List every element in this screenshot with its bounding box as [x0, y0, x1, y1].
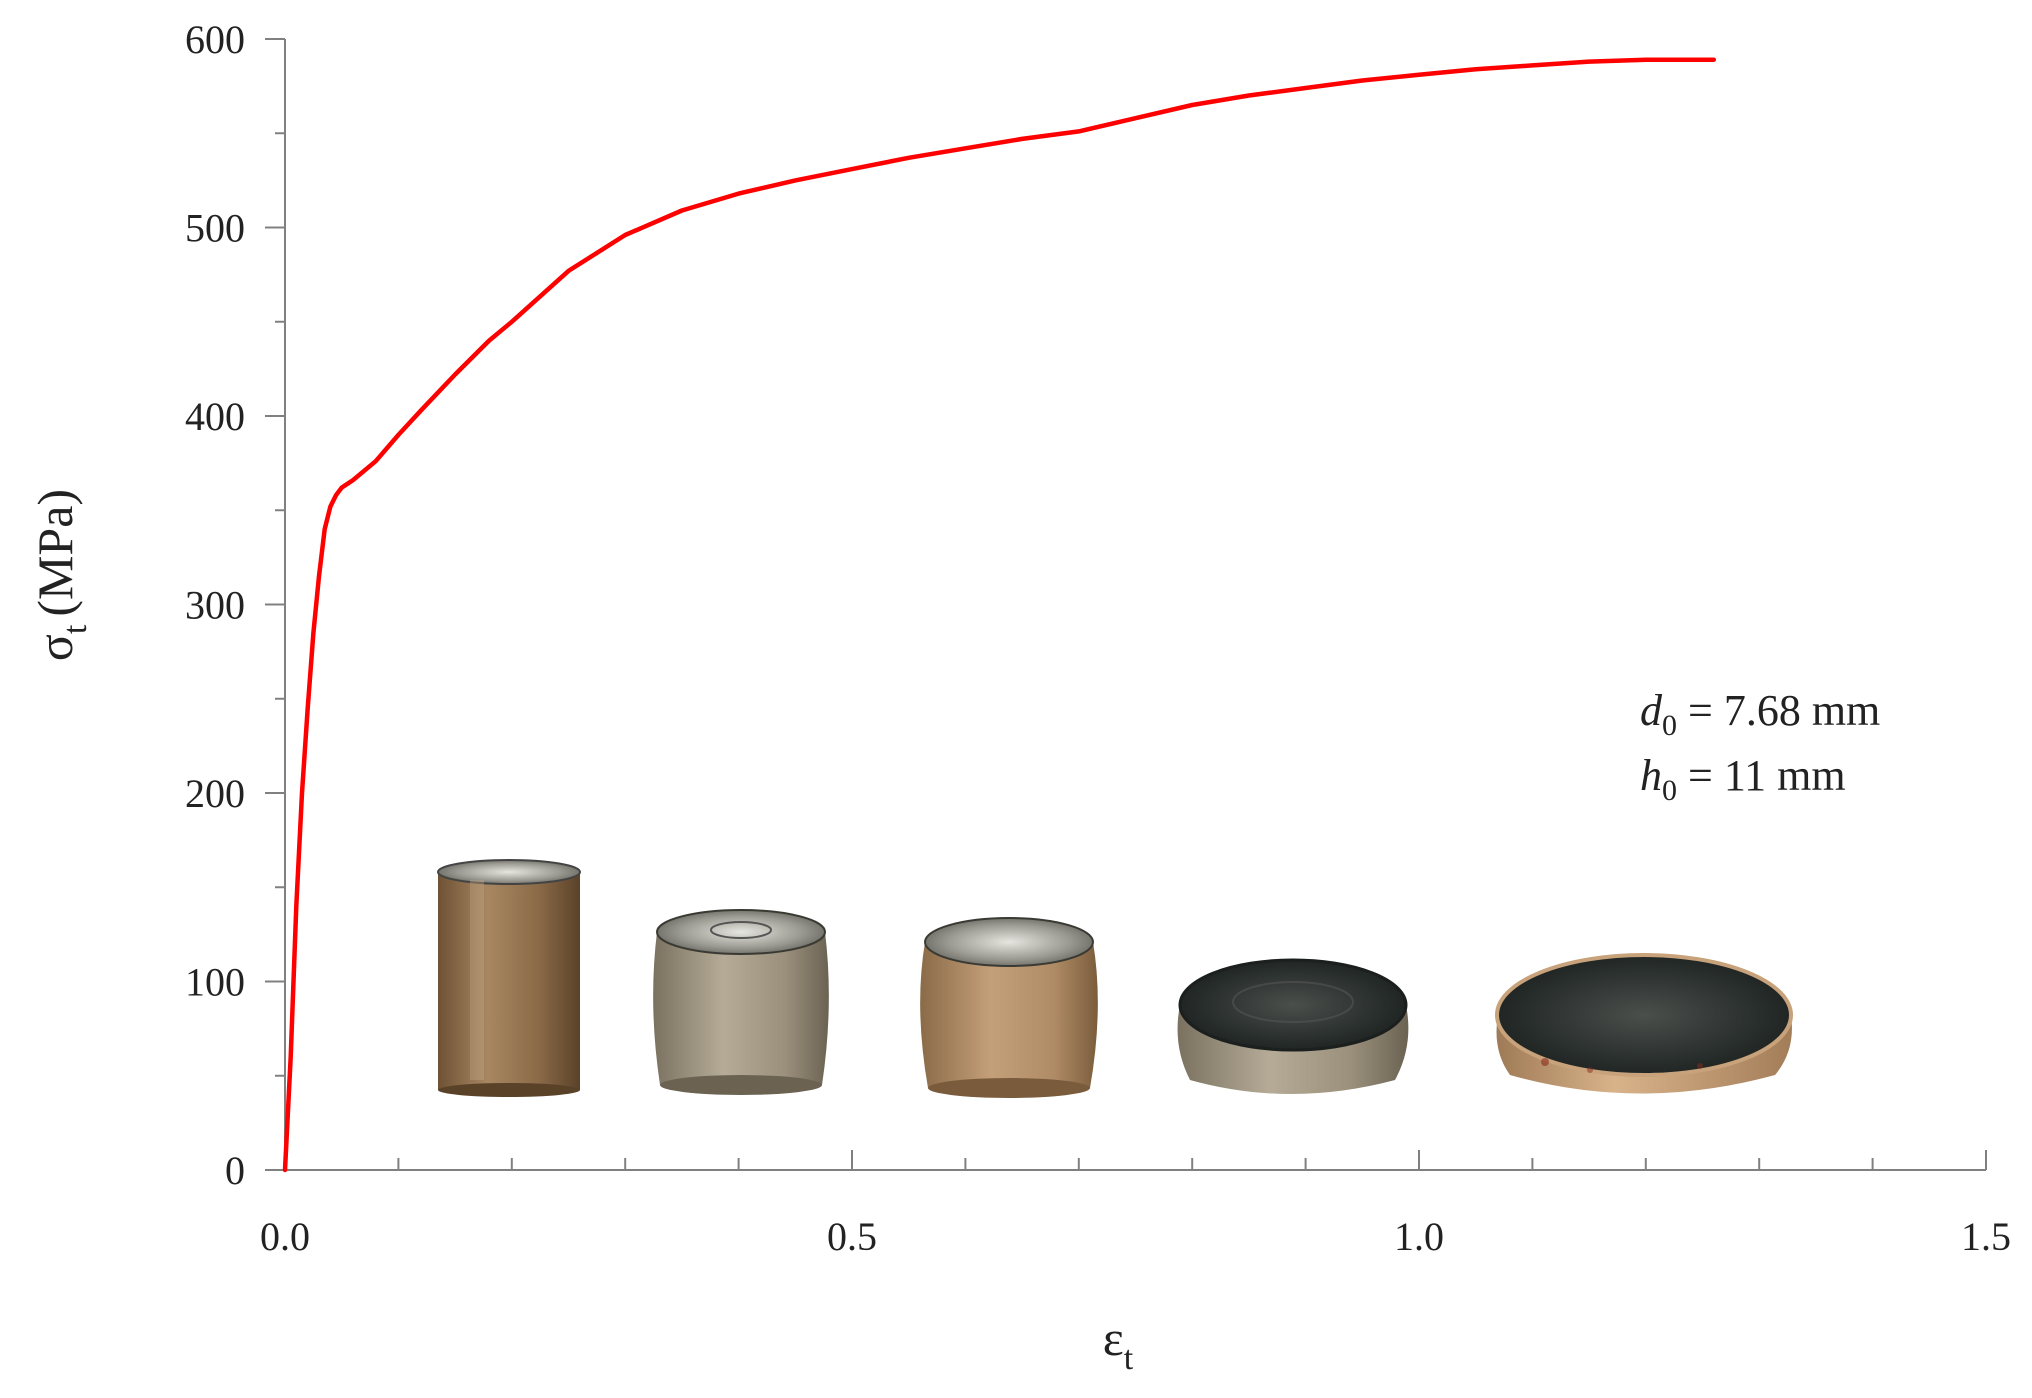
- y-tick-label: 600: [185, 17, 245, 62]
- y-tick-label: 0: [225, 1148, 245, 1193]
- annotation-d0: d0 = 7.68 mm: [1640, 686, 1880, 742]
- annotation-h0: h0 = 11 mm: [1640, 751, 1846, 807]
- specimen-3: [920, 917, 1098, 1098]
- specimen-5: [1495, 953, 1793, 1094]
- specimen-2: [653, 909, 829, 1095]
- y-ticks: 0 100 200 300 400 500 600: [185, 17, 285, 1193]
- x-tick-label: 0.0: [260, 1214, 310, 1259]
- y-tick-label: 500: [185, 206, 245, 251]
- x-ticks: 0.0 0.5 1.0 1.5: [260, 1150, 2011, 1259]
- x-tick-label: 1.0: [1394, 1214, 1444, 1259]
- y-tick-label: 400: [185, 394, 245, 439]
- specimen-4: [1177, 958, 1409, 1094]
- y-tick-label: 300: [185, 583, 245, 628]
- x-axis-label: εt: [1103, 1310, 1134, 1377]
- y-tick-label: 200: [185, 771, 245, 816]
- specimens-photo: [437, 859, 1793, 1098]
- x-tick-label: 0.5: [827, 1214, 877, 1259]
- x-tick-label: 1.5: [1961, 1214, 2011, 1259]
- stress-strain-curve: [282, 57, 1717, 1173]
- y-axis-label: σt(MPa): [27, 489, 94, 661]
- specimen-1: [437, 859, 581, 1097]
- y-tick-label: 100: [185, 960, 245, 1005]
